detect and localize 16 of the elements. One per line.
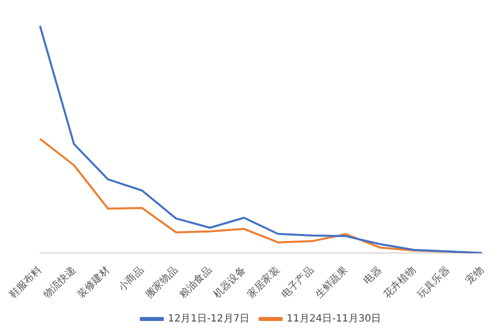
legend-label: 12月1日-12月7日 [168, 314, 250, 325]
legend-label: 11月24日-11月30日 [286, 314, 382, 325]
x-tick-label: 家居家装 [245, 264, 282, 301]
x-tick-label: 鞋服布料 [7, 264, 44, 301]
x-tick-label: 装修建材 [75, 264, 112, 301]
x-tick-label: 电器 [361, 264, 384, 287]
x-tick-label: 生鲜蔬果 [313, 264, 350, 301]
x-tick-label: 搬家物品 [143, 264, 180, 301]
x-tick-label: 机器设备 [211, 264, 248, 301]
x-tick-label: 电子产品 [279, 264, 316, 301]
x-tick-label: 小商品 [116, 264, 146, 294]
x-tick-label: 花卉植物 [381, 264, 418, 301]
x-tick-label: 玩具乐器 [415, 264, 452, 301]
x-tick-label: 宠物 [463, 264, 486, 287]
x-tick-label: 粮油食品 [177, 264, 214, 301]
x-tick-label: 物流快递 [41, 264, 78, 301]
